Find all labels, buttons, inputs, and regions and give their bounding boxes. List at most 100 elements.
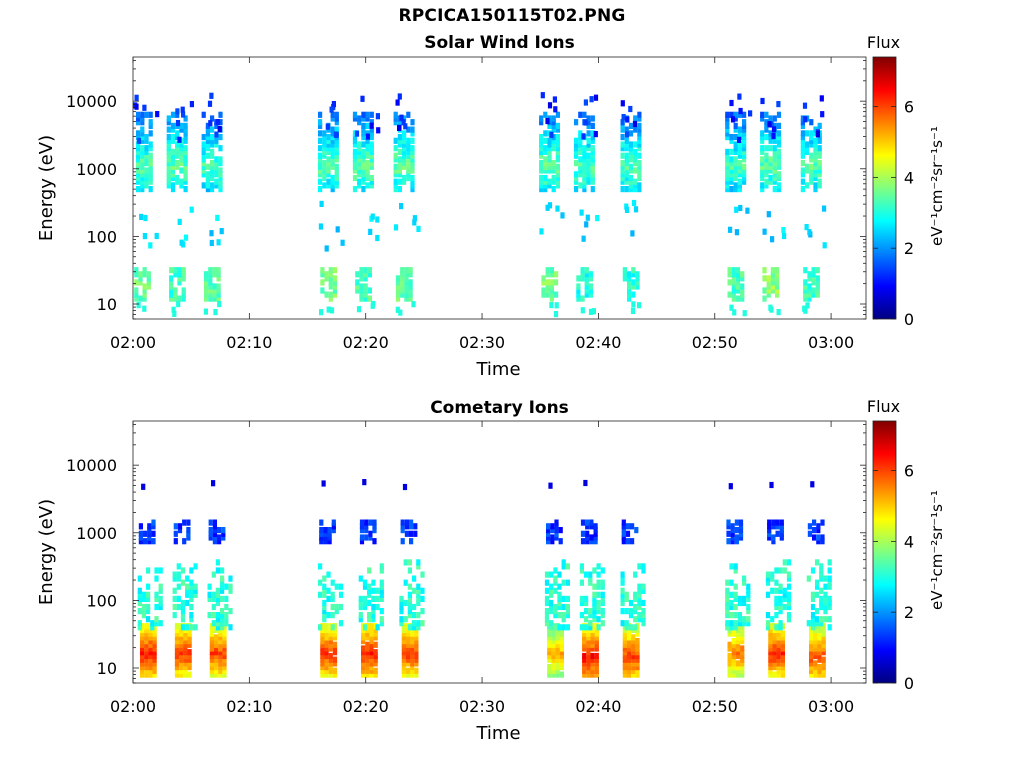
spectrogram-cell — [402, 137, 407, 144]
spectrogram-cell — [222, 638, 227, 645]
spectrogram-cell — [776, 152, 782, 159]
spectrogram-cell — [393, 186, 398, 193]
spectrogram-cell — [561, 563, 566, 570]
spectrogram-cell — [725, 174, 730, 182]
spectrogram-cell — [357, 156, 362, 163]
spectrogram-cell — [201, 145, 206, 152]
spectrogram-cell — [355, 287, 360, 294]
spectrogram-cell — [737, 171, 742, 178]
spectrogram-cell — [215, 587, 220, 594]
spectrogram-cell — [332, 671, 338, 678]
spectrogram-cell — [215, 599, 220, 607]
spectrogram-cell — [549, 131, 554, 138]
spectrogram-cell — [208, 267, 213, 274]
spectrogram-cell — [401, 641, 406, 648]
spectrogram-cell — [539, 137, 544, 144]
spectrogram-cell — [209, 660, 214, 667]
spectrogram-cell — [635, 630, 640, 637]
spectrogram-cell — [397, 141, 402, 148]
spectrogram-cell — [361, 171, 366, 178]
spectrogram-cell — [363, 275, 368, 282]
spectrogram-cell — [328, 283, 333, 290]
spectrogram-cell — [582, 664, 587, 671]
spectrogram-cell — [357, 141, 362, 148]
spectrogram-cell — [406, 671, 411, 678]
spectrogram-cell — [555, 641, 560, 648]
spectrogram-cell — [731, 656, 736, 663]
spectrogram-cell — [551, 119, 556, 126]
spectrogram-cell — [140, 115, 145, 122]
spectrogram-cell — [770, 267, 775, 274]
spectrogram-cell — [772, 186, 777, 193]
spectrogram-cell — [551, 134, 556, 141]
spectrogram-cell — [140, 134, 145, 141]
spectrogram-cell — [805, 148, 810, 155]
spectrogram-cell — [214, 667, 219, 674]
spectrogram-cell — [811, 271, 816, 278]
spectrogram-cell — [590, 122, 595, 129]
spectrogram-cell — [218, 160, 223, 167]
spectrogram-cell — [326, 612, 331, 619]
spectrogram-cell — [320, 634, 325, 641]
spectrogram-cell — [594, 652, 599, 660]
spectrogram-cell — [823, 616, 828, 623]
spectrogram-cell — [186, 527, 191, 534]
spectrogram-cell — [369, 652, 374, 660]
spectrogram-cell — [782, 591, 787, 598]
spectrogram-cell — [373, 671, 378, 678]
spectrogram-cell — [620, 587, 625, 594]
spectrogram-cell — [740, 626, 745, 633]
spectrogram-cell — [823, 583, 828, 590]
spectrogram-cell — [205, 137, 210, 144]
spectrogram-cell — [324, 656, 329, 663]
spectrogram-cell — [222, 667, 227, 674]
spectrogram-cell — [596, 616, 601, 623]
spectrogram-cell — [574, 119, 579, 126]
spectrogram-cell — [555, 122, 560, 129]
spectrogram-cell — [559, 664, 564, 671]
spectrogram-cell — [142, 287, 147, 294]
spectrogram-cell — [627, 652, 632, 660]
spectrogram-cell — [628, 122, 634, 129]
spectrogram-cell — [214, 160, 219, 167]
spectrogram-cell — [332, 630, 338, 637]
spectrogram-cell — [142, 267, 147, 274]
spectrogram-cell — [765, 612, 771, 619]
spectrogram-cell — [628, 174, 634, 182]
spectrogram-cell — [582, 156, 587, 163]
spectrogram-cell — [779, 523, 784, 530]
spectrogram-cell — [416, 612, 421, 619]
spectrogram-cell — [400, 271, 405, 278]
spectrogram-cell — [201, 141, 206, 148]
spectrogram-cell — [322, 583, 327, 590]
spectrogram-cell — [144, 623, 149, 630]
spectrogram-cell — [735, 652, 741, 660]
spectrogram-cell — [324, 641, 329, 648]
spectrogram-cell — [365, 130, 370, 137]
spectrogram-cell — [819, 567, 824, 574]
spectrogram-cell — [322, 160, 327, 167]
spectrogram-cell — [782, 559, 787, 566]
spectrogram-cell — [397, 93, 402, 100]
spectrogram-cell — [146, 595, 151, 602]
spectrogram-cell — [729, 156, 734, 163]
spectrogram-cell — [765, 624, 771, 631]
spectrogram-cell — [620, 145, 625, 152]
spectrogram-cell — [776, 634, 781, 641]
spectrogram-cell — [393, 171, 398, 178]
spectrogram-cell — [770, 575, 775, 582]
spectrogram-cell — [218, 174, 223, 182]
spectrogram-cell — [189, 587, 194, 594]
spectrogram-cell — [760, 137, 765, 144]
spectrogram-cell — [725, 171, 730, 178]
spectrogram-cell — [328, 267, 333, 274]
spectrogram-cell — [765, 620, 771, 627]
spectrogram-cell — [551, 667, 556, 674]
spectrogram-cell — [807, 283, 812, 290]
spectrogram-cell — [335, 226, 340, 233]
spectrogram-cell — [326, 595, 331, 602]
spectrogram-cell — [816, 534, 821, 541]
spectrogram-cell — [328, 645, 333, 652]
spectrogram-cell — [140, 152, 145, 159]
spectrogram-cell — [624, 203, 629, 210]
